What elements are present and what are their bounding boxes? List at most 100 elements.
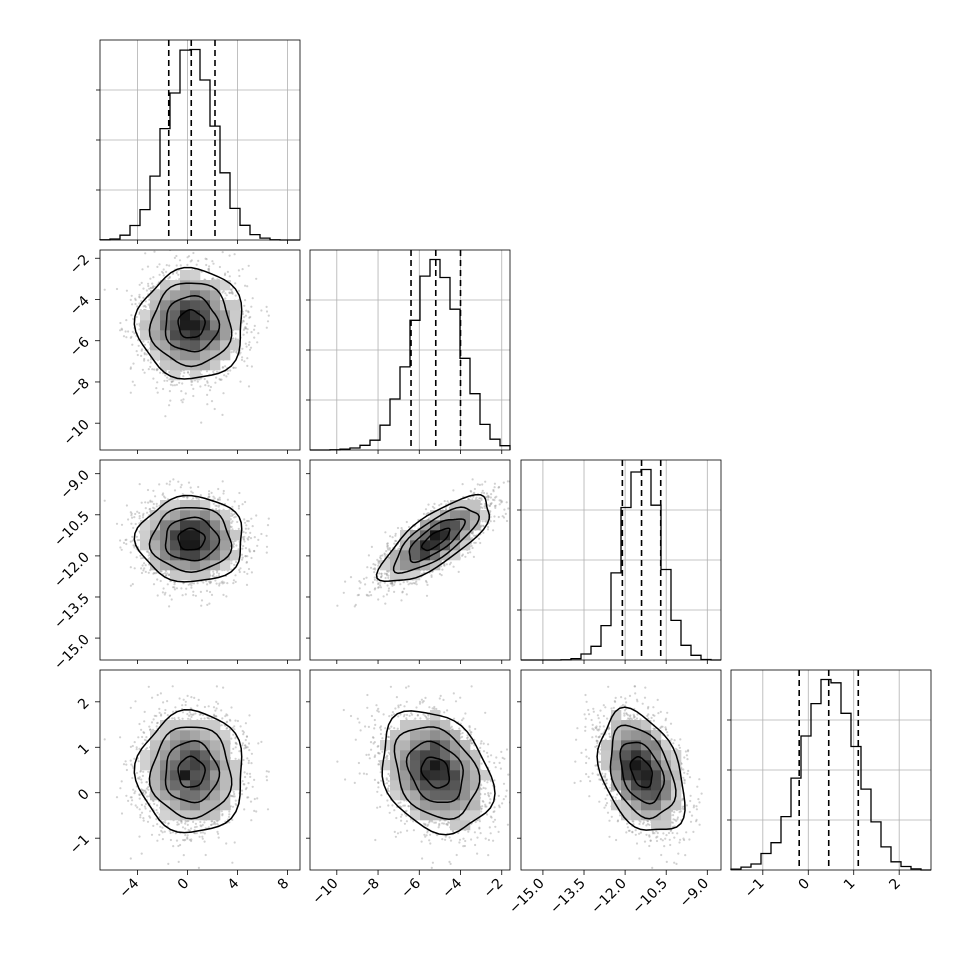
sample-point (211, 277, 214, 280)
sample-point (604, 772, 607, 776)
sample-point (156, 578, 159, 581)
sample-point (147, 551, 151, 555)
density-cell (210, 800, 221, 811)
sample-point (230, 290, 233, 293)
sample-point (103, 499, 106, 502)
sample-point (239, 351, 242, 354)
density-cell (170, 310, 181, 321)
sample-point (164, 496, 167, 499)
sample-point (201, 831, 204, 834)
sample-point (480, 503, 483, 506)
sample-point (142, 296, 145, 299)
sample-point (265, 551, 268, 554)
sample-point (151, 368, 154, 371)
sample-point (379, 556, 382, 559)
sample-point (221, 582, 224, 585)
sample-point (490, 754, 493, 757)
sample-point (358, 580, 361, 583)
sample-point (127, 330, 130, 333)
sample-point (349, 576, 353, 579)
sample-point (480, 787, 483, 791)
sample-point (492, 839, 495, 842)
histogram-step-line (310, 258, 511, 451)
histogram-step-line (521, 468, 721, 661)
sample-point (140, 811, 144, 814)
sample-point (213, 407, 216, 411)
sample-point (143, 352, 146, 355)
sample-point (129, 391, 132, 394)
density-cell (440, 730, 451, 741)
sample-point (242, 537, 245, 540)
sample-point (137, 760, 140, 763)
sample-point (195, 497, 198, 500)
sample-point (483, 779, 486, 783)
sample-point (242, 733, 245, 736)
sample-point (469, 489, 472, 493)
density-cell (170, 510, 181, 521)
density-cell (210, 340, 221, 351)
sample-point (595, 725, 598, 728)
sample-point (387, 735, 390, 739)
density-cell (180, 570, 191, 581)
sample-point (387, 587, 391, 590)
sample-point (237, 527, 240, 531)
sample-point (129, 566, 132, 569)
density-cell (190, 750, 201, 761)
sample-point (255, 277, 258, 280)
density-cell (470, 750, 481, 761)
density-cell (450, 800, 461, 811)
sample-point (103, 738, 106, 741)
sample-point (489, 832, 492, 835)
sample-point (471, 546, 474, 550)
sample-point (630, 718, 634, 721)
sample-point (388, 715, 391, 718)
sample-point (443, 711, 446, 714)
histogram-panel-1 (96, 39, 301, 241)
sample-point (135, 323, 139, 326)
sample-point (158, 273, 161, 276)
sample-point (228, 254, 231, 257)
sample-point (217, 487, 220, 491)
sample-point (210, 820, 213, 823)
sample-point (178, 381, 181, 384)
sample-point (267, 314, 270, 317)
sample-point (196, 704, 199, 707)
density-cell (210, 530, 221, 541)
sample-point (171, 685, 174, 688)
sample-point (166, 714, 169, 717)
sample-point (196, 582, 199, 585)
sample-point (184, 700, 187, 703)
sample-point (232, 544, 235, 547)
sample-point (643, 840, 647, 843)
sample-point (240, 789, 244, 792)
sample-point (246, 796, 249, 799)
sample-point (137, 344, 140, 347)
sample-point (244, 722, 247, 725)
density-cell (420, 540, 431, 551)
sample-point (494, 766, 497, 769)
sample-point (244, 342, 247, 345)
sample-point (253, 324, 256, 327)
sample-point (134, 522, 137, 526)
sample-point (393, 583, 396, 586)
sample-point (138, 747, 141, 751)
sample-point (152, 799, 155, 803)
density-cell (460, 780, 471, 791)
sample-point (387, 556, 390, 560)
sample-point (376, 790, 379, 793)
sample-point (206, 381, 209, 384)
density-cell (170, 370, 181, 381)
sample-point (448, 836, 451, 839)
sample-point (150, 286, 153, 289)
density-cell (180, 530, 191, 541)
sample-point (152, 489, 155, 492)
sample-point (233, 516, 236, 519)
sample-point (129, 745, 132, 749)
sample-point (176, 823, 179, 826)
sample-point (233, 728, 236, 731)
sample-point (373, 741, 376, 744)
density-cell (380, 760, 391, 771)
sample-point (380, 575, 383, 579)
sample-point (213, 497, 216, 500)
sample-point (160, 829, 163, 833)
